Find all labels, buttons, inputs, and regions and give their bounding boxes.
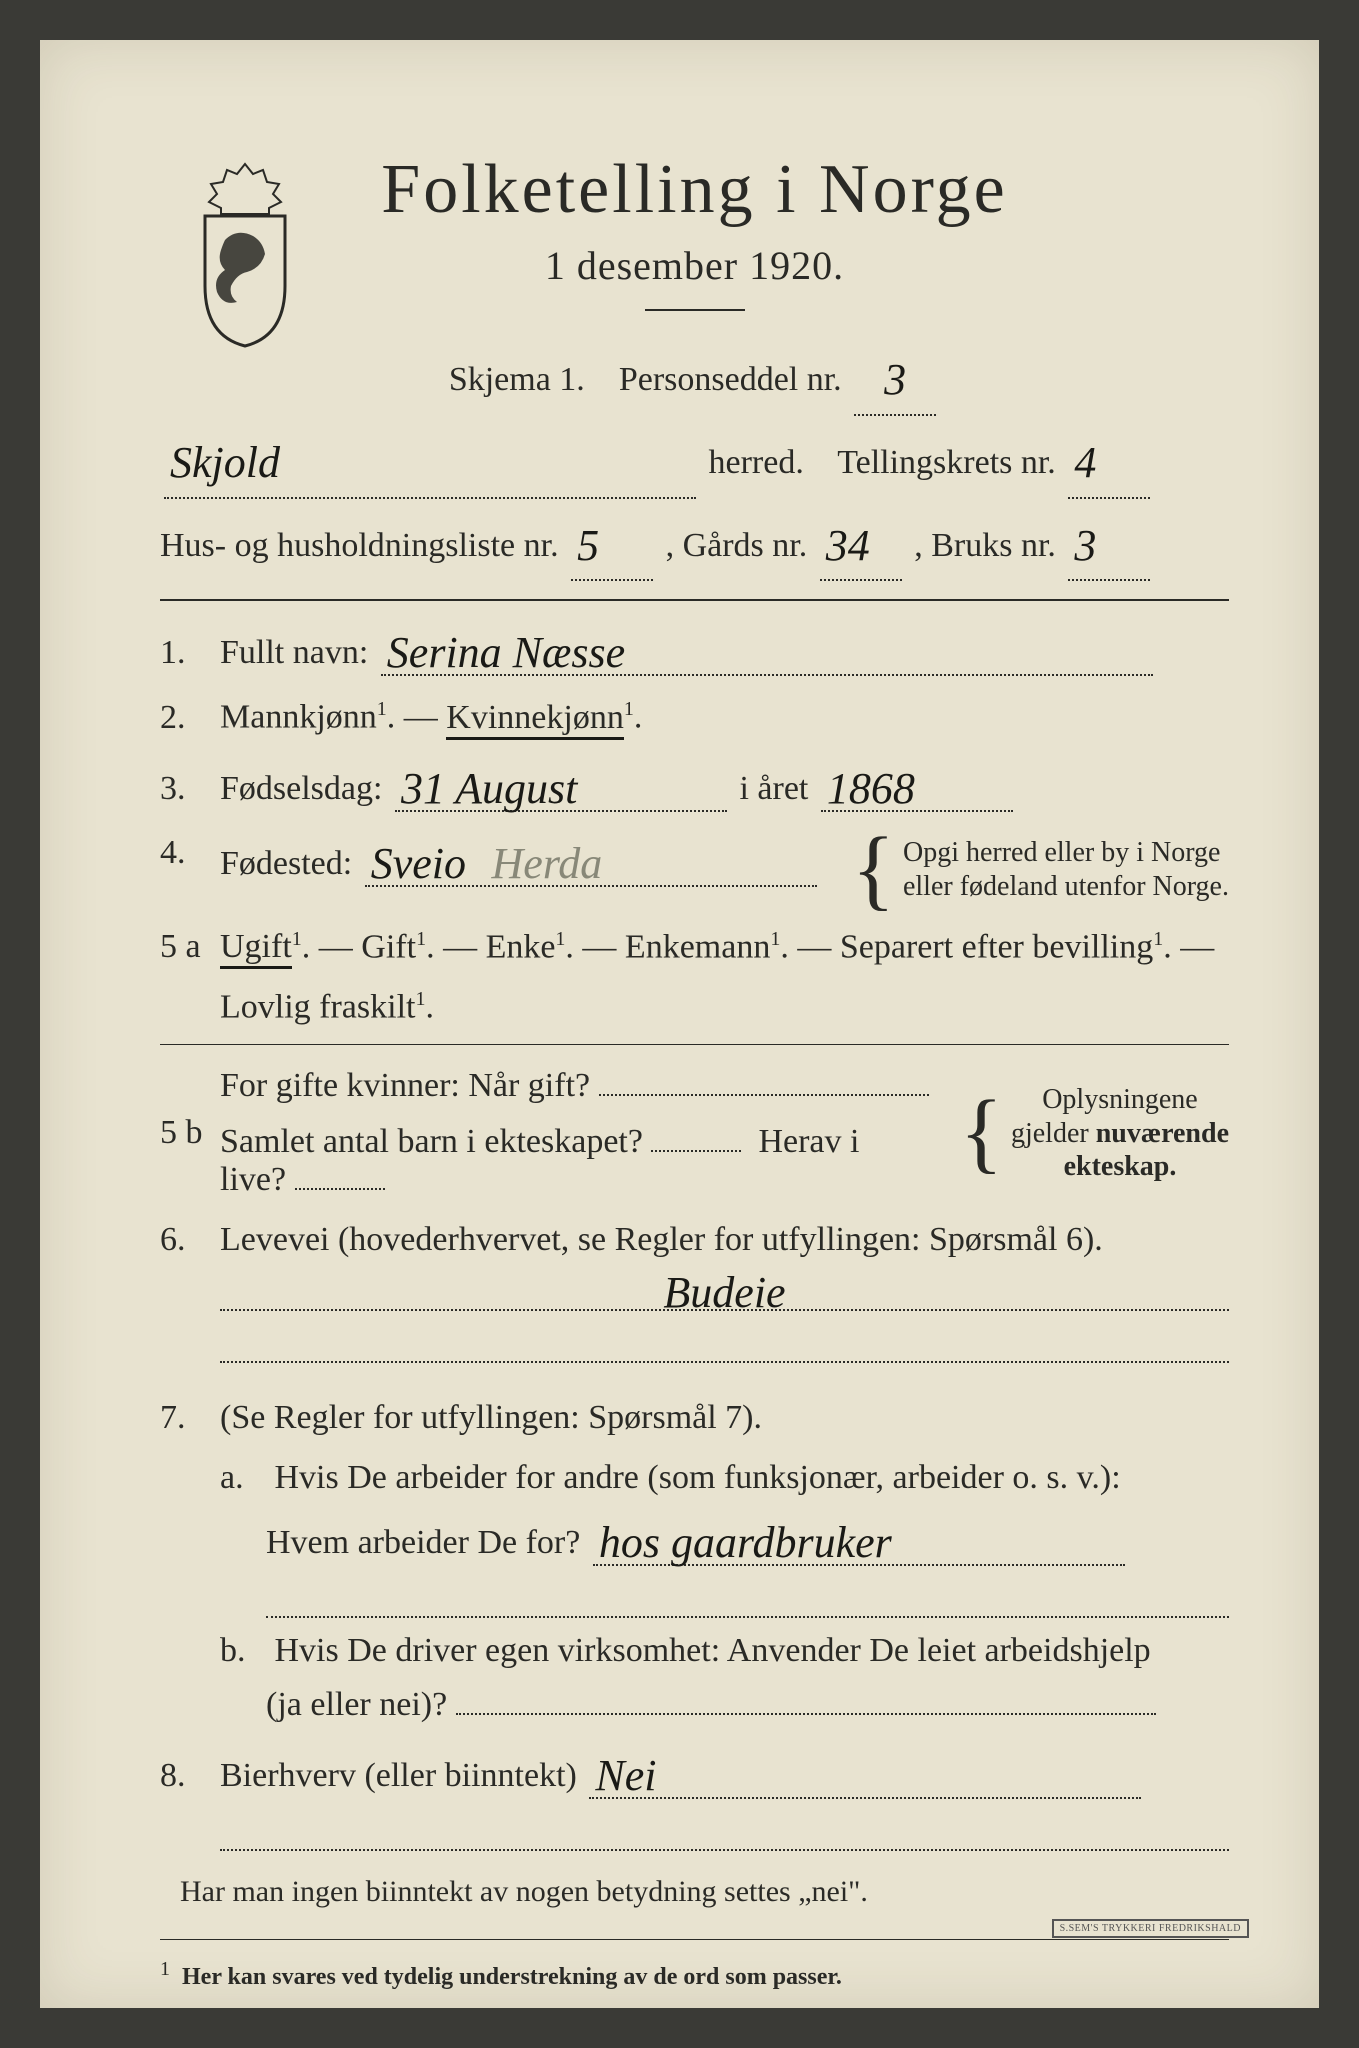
q3: 3. Fødselsdag: 31 August i året 1868	[160, 759, 1229, 812]
herred-label: herred.	[709, 444, 804, 481]
page-title: Folketelling i Norge	[160, 150, 1229, 230]
q2-dash: —	[404, 699, 447, 736]
skjema-label: Skjema 1.	[449, 361, 585, 398]
q7a-letter: a.	[220, 1459, 266, 1497]
tail-note: Har man ingen biinntekt av nogen betydni…	[180, 1875, 1229, 1909]
q7-num: 7.	[160, 1399, 220, 1437]
q2: 2. Mannkjønn1. — Kvinnekjønn1.	[160, 698, 1229, 736]
q4-value2: Herda	[492, 839, 603, 888]
q5a-num: 5 a	[160, 928, 220, 966]
q7a-value: hos gaardbruker	[599, 1518, 892, 1567]
q7b-l1: Hvis De driver egen virksomhet: Anvender…	[275, 1632, 1151, 1669]
q7b: b. Hvis De driver egen virksomhet: Anven…	[220, 1632, 1229, 1724]
q3-i-aret: i året	[739, 770, 808, 807]
personseddel-nr: 3	[884, 355, 906, 404]
q6-value: Budeie	[663, 1268, 785, 1317]
page-subtitle: 1 desember 1920.	[160, 242, 1229, 289]
footnote: 1 Her kan svares ved tydelig understrekn…	[160, 1958, 1229, 1991]
q4-num: 4.	[160, 834, 220, 872]
printer-stamp: S.SEM'S TRYKKERI FREDRIKSHALD	[1052, 1919, 1249, 1938]
q4-note-l1: Opgi herred eller by i Norge	[903, 837, 1221, 868]
q1-value: Serina Næsse	[387, 628, 625, 677]
herred-line: Skjold herred. Tellingskrets nr. 4	[160, 422, 1229, 499]
footnote-rule	[160, 1939, 1229, 1950]
tellingskrets-nr: 4	[1074, 438, 1096, 487]
q5a-opt2: Enke	[486, 928, 556, 965]
q5b-note-l1: Oplysningene	[1042, 1084, 1198, 1115]
q8-label: Bierhverv (eller biinntekt)	[220, 1757, 577, 1794]
husliste-nr: 5	[577, 521, 599, 570]
q5b-note-l3: ekteskap.	[1064, 1151, 1177, 1182]
section-rule-1	[160, 599, 1229, 601]
q5b: 5 b For gifte kvinner: Når gift? Samlet …	[160, 1067, 1229, 1199]
q5b-note-l2: gjelder	[1011, 1118, 1096, 1149]
q7a-l2: Hvem arbeider De for?	[266, 1524, 580, 1561]
q5a-cont: Lovlig fraskilt1.	[220, 988, 1229, 1026]
q5b-l2a: Samlet antal barn i ekteskapet?	[220, 1123, 643, 1160]
q8-value: Nei	[595, 1751, 656, 1800]
bruks-label: , Bruks nr.	[914, 527, 1056, 564]
q1: 1. Fullt navn: Serina Næsse	[160, 623, 1229, 676]
footnote-text: Her kan svares ved tydelig understreknin…	[182, 1964, 842, 1990]
husliste-label: Hus- og husholdningsliste nr.	[160, 527, 559, 564]
q6-num: 6.	[160, 1221, 220, 1259]
q2-num: 2.	[160, 699, 220, 737]
gards-label: , Gårds nr.	[666, 527, 808, 564]
q6-label: Levevei (hovederhvervet, se Regler for u…	[220, 1221, 1103, 1258]
tellingskrets-label: Tellingskrets nr.	[837, 444, 1056, 481]
q5a-opt1: Gift	[361, 928, 416, 965]
q2-female: Kvinnekjønn	[446, 699, 624, 740]
section-rule-2	[160, 1044, 1229, 1045]
header: Folketelling i Norge 1 desember 1920.	[160, 150, 1229, 311]
q7b-letter: b.	[220, 1632, 266, 1670]
q4: 4. Fødested: Sveio Herda { Opgi herred e…	[160, 834, 1229, 906]
herred-name: Skjold	[170, 438, 280, 487]
census-form-page: Folketelling i Norge 1 desember 1920. Sk…	[40, 40, 1319, 2008]
q2-male: Mannkjønn	[220, 699, 377, 736]
q4-note: { Opgi herred eller by i Norge eller fød…	[844, 834, 1229, 906]
hus-line: Hus- og husholdningsliste nr. 5 , Gårds …	[160, 505, 1229, 582]
q7a: a. Hvis De arbeider for andre (som funks…	[220, 1459, 1229, 1618]
q3-day: 31 August	[401, 764, 577, 813]
q3-num: 3.	[160, 770, 220, 808]
coat-of-arms-icon	[180, 160, 310, 355]
title-divider	[645, 309, 745, 311]
q7b-l2: (ja eller nei)?	[266, 1686, 447, 1723]
q8: 8. Bierhverv (eller biinntekt) Nei	[160, 1746, 1229, 1851]
q5b-num: 5 b	[160, 1114, 220, 1152]
q5a: 5 a Ugift1. — Gift1. — Enke1. — Enkemann…	[160, 928, 1229, 966]
q5b-l1: For gifte kvinner: Når gift?	[220, 1067, 590, 1104]
q1-label: Fullt navn:	[220, 634, 368, 671]
personseddel-label: Personseddel nr.	[619, 361, 842, 398]
q7: 7. (Se Regler for utfyllingen: Spørsmål …	[160, 1399, 1229, 1437]
footnote-marker: 1	[160, 1958, 170, 1980]
q5b-note-bold: nuværende	[1096, 1118, 1229, 1149]
q7a-l1: Hvis De arbeider for andre (som funksjon…	[275, 1459, 1121, 1496]
q4-note-l2: eller fødeland utenfor Norge.	[903, 871, 1229, 902]
q5a-opt0: Ugift	[220, 928, 292, 969]
q1-num: 1.	[160, 634, 220, 672]
q6: 6. Levevei (hovederhvervet, se Regler fo…	[160, 1221, 1229, 1363]
q7-label: (Se Regler for utfyllingen: Spørsmål 7).	[220, 1399, 762, 1436]
q5b-note: { Oplysningene gjelder nuværende ekteska…	[952, 1083, 1229, 1184]
q3-year: 1868	[827, 764, 915, 813]
skjema-line: Skjema 1. Personseddel nr. 3	[160, 339, 1229, 416]
gards-nr: 34	[826, 521, 870, 570]
q4-value: Sveio	[371, 839, 466, 888]
q3-label: Fødselsdag:	[220, 770, 382, 807]
bruks-nr: 3	[1074, 521, 1096, 570]
q5a-opt4: Separert efter bevilling	[840, 928, 1153, 965]
q4-label: Fødested:	[220, 845, 352, 882]
q5a-cont-text: Lovlig fraskilt	[220, 988, 415, 1025]
q5a-opt3: Enkemann	[625, 928, 770, 965]
q8-num: 8.	[160, 1757, 220, 1795]
